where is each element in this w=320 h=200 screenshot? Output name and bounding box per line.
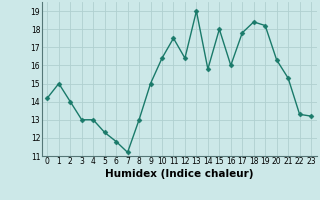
X-axis label: Humidex (Indice chaleur): Humidex (Indice chaleur) (105, 169, 253, 179)
